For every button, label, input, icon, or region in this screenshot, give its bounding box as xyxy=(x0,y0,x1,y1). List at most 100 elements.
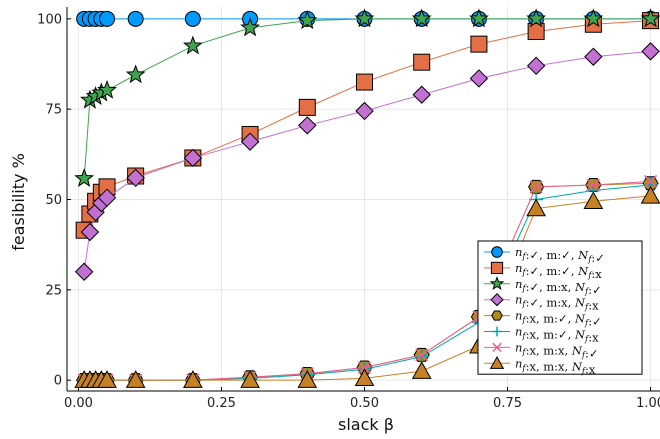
legend-label-part: :x, m:x, xyxy=(526,343,572,357)
legend-label-part: n xyxy=(515,277,522,291)
data-point-cross xyxy=(586,178,600,192)
x-tick-label: 0.00 xyxy=(64,396,93,411)
series-3 xyxy=(74,8,660,187)
data-point-diamond xyxy=(298,116,317,135)
series-8 xyxy=(74,185,660,388)
legend-label-part: :x xyxy=(588,299,599,313)
data-point-star xyxy=(354,8,375,28)
x-axis-label: slack β xyxy=(338,415,394,434)
data-point-diamond xyxy=(526,56,546,76)
legend-marker-circle xyxy=(491,246,503,258)
data-point-diamond xyxy=(183,148,203,168)
legend-label-part: N xyxy=(571,359,583,373)
legend-label-part: n xyxy=(515,245,522,259)
data-point-diamond xyxy=(412,85,431,104)
legend-label-part: N xyxy=(574,280,586,294)
legend-label-part: f xyxy=(581,350,587,360)
legend-entry: nf:x, m:x, Nf:✓ xyxy=(484,340,599,360)
series-4 xyxy=(74,42,660,281)
legend-label-part: :x xyxy=(588,331,599,345)
legend-label-part: :✓ xyxy=(585,346,599,360)
y-tick-label: 50 xyxy=(45,193,62,208)
legend-marker-diamond xyxy=(490,293,504,307)
data-point-circle xyxy=(184,10,201,27)
legend-label-part: :✓, m:✓, xyxy=(526,264,579,278)
data-point-square xyxy=(298,98,316,116)
legend-box xyxy=(477,240,643,375)
legend-label-part: f xyxy=(521,347,527,357)
data-point-star xyxy=(97,79,117,99)
legend-label-part: f xyxy=(584,319,590,329)
legend-label-part: :✓, m:x, xyxy=(526,296,575,310)
data-point-diamond xyxy=(355,101,374,121)
data-point-star xyxy=(297,10,318,30)
data-point-star xyxy=(583,8,604,28)
legend-label-part: f xyxy=(521,332,527,342)
data-point-star xyxy=(240,17,260,37)
data-point-triangle xyxy=(97,370,117,388)
data-point-triangle xyxy=(183,370,203,388)
legend-label-part: :x, m:✓, xyxy=(526,312,575,326)
legend-label-part: :✓, m:x, xyxy=(526,280,575,294)
legend-label-part: f xyxy=(587,271,593,281)
data-point-triangle xyxy=(411,361,432,379)
x-tick-label: 0.75 xyxy=(493,396,522,411)
legend-label: nf:✓, m:✓, Nf:✓ xyxy=(515,245,605,265)
data-point-triangle xyxy=(125,370,146,388)
data-point-square xyxy=(470,35,488,53)
legend-label-part: f xyxy=(587,255,593,265)
data-point-circle xyxy=(127,10,144,27)
data-point-star xyxy=(469,8,489,28)
legend-label-part: N xyxy=(574,296,586,310)
data-point-triangle xyxy=(354,368,375,387)
legend-label-part: N xyxy=(574,328,586,342)
data-point-diamond xyxy=(641,42,660,61)
legend-label-part: n xyxy=(515,340,522,354)
legend-label-part: n xyxy=(515,325,522,339)
series-line xyxy=(83,20,651,231)
legend-label-part: n xyxy=(515,356,522,370)
legend-label: nf:x, m:✓, Nf:✓ xyxy=(515,309,602,329)
legend-entry: nf:x, m:✓, Nf:✓ xyxy=(484,309,602,329)
legend-entry: nf:x, m:x, Nf:x xyxy=(484,355,596,376)
data-point-triangle xyxy=(640,185,660,204)
data-point-cross xyxy=(357,360,372,375)
legend-entry: nf:✓, m:x, Nf:✓ xyxy=(484,276,602,297)
data-point-circle xyxy=(99,10,116,27)
data-point-cross xyxy=(415,348,429,362)
legend-label-part: :✓ xyxy=(588,283,602,297)
legend-label-part: N xyxy=(577,264,589,278)
legend-entry: nf:✓, m:✓, Nf:✓ xyxy=(484,245,605,265)
legend-label-part: f xyxy=(521,268,527,278)
data-point-square xyxy=(413,53,431,71)
data-point-cross xyxy=(644,174,658,188)
data-point-diamond xyxy=(80,222,100,242)
y-axis-label: feasibility % xyxy=(9,153,28,251)
x-tick-label: 0.50 xyxy=(350,396,379,411)
legend-label-part: f xyxy=(521,316,527,326)
data-point-triangle xyxy=(297,370,318,388)
legend-label-part: N xyxy=(571,343,583,357)
x-tick-label: 0.25 xyxy=(207,396,236,411)
data-point-triangle xyxy=(583,191,604,210)
legend-label-part: f xyxy=(584,335,590,345)
legend-entry: nf:✓, m:x, Nf:x xyxy=(484,293,599,313)
legend-label-part: n xyxy=(515,293,522,307)
data-point-triangle xyxy=(526,198,546,217)
data-point-star xyxy=(74,168,95,187)
legend-label-part: :✓ xyxy=(588,315,602,329)
data-point-square xyxy=(356,73,373,91)
legend-label-part: n xyxy=(515,309,522,323)
legend-label: nf:x, m:x, Nf:✓ xyxy=(515,340,599,360)
data-point-diamond xyxy=(126,168,145,188)
legend-label-part: f xyxy=(584,287,590,297)
data-point-diamond xyxy=(97,188,117,207)
legend-marker-star xyxy=(489,276,505,291)
legend-label: nf:x, m:x, Nf:x xyxy=(515,356,596,376)
series-line xyxy=(83,18,651,179)
data-point-star xyxy=(125,64,146,84)
y-tick-label: 25 xyxy=(45,283,62,298)
y-tick-label: 0 xyxy=(54,374,62,389)
legend-label: nf:✓, m:x, Nf:x xyxy=(515,293,599,313)
